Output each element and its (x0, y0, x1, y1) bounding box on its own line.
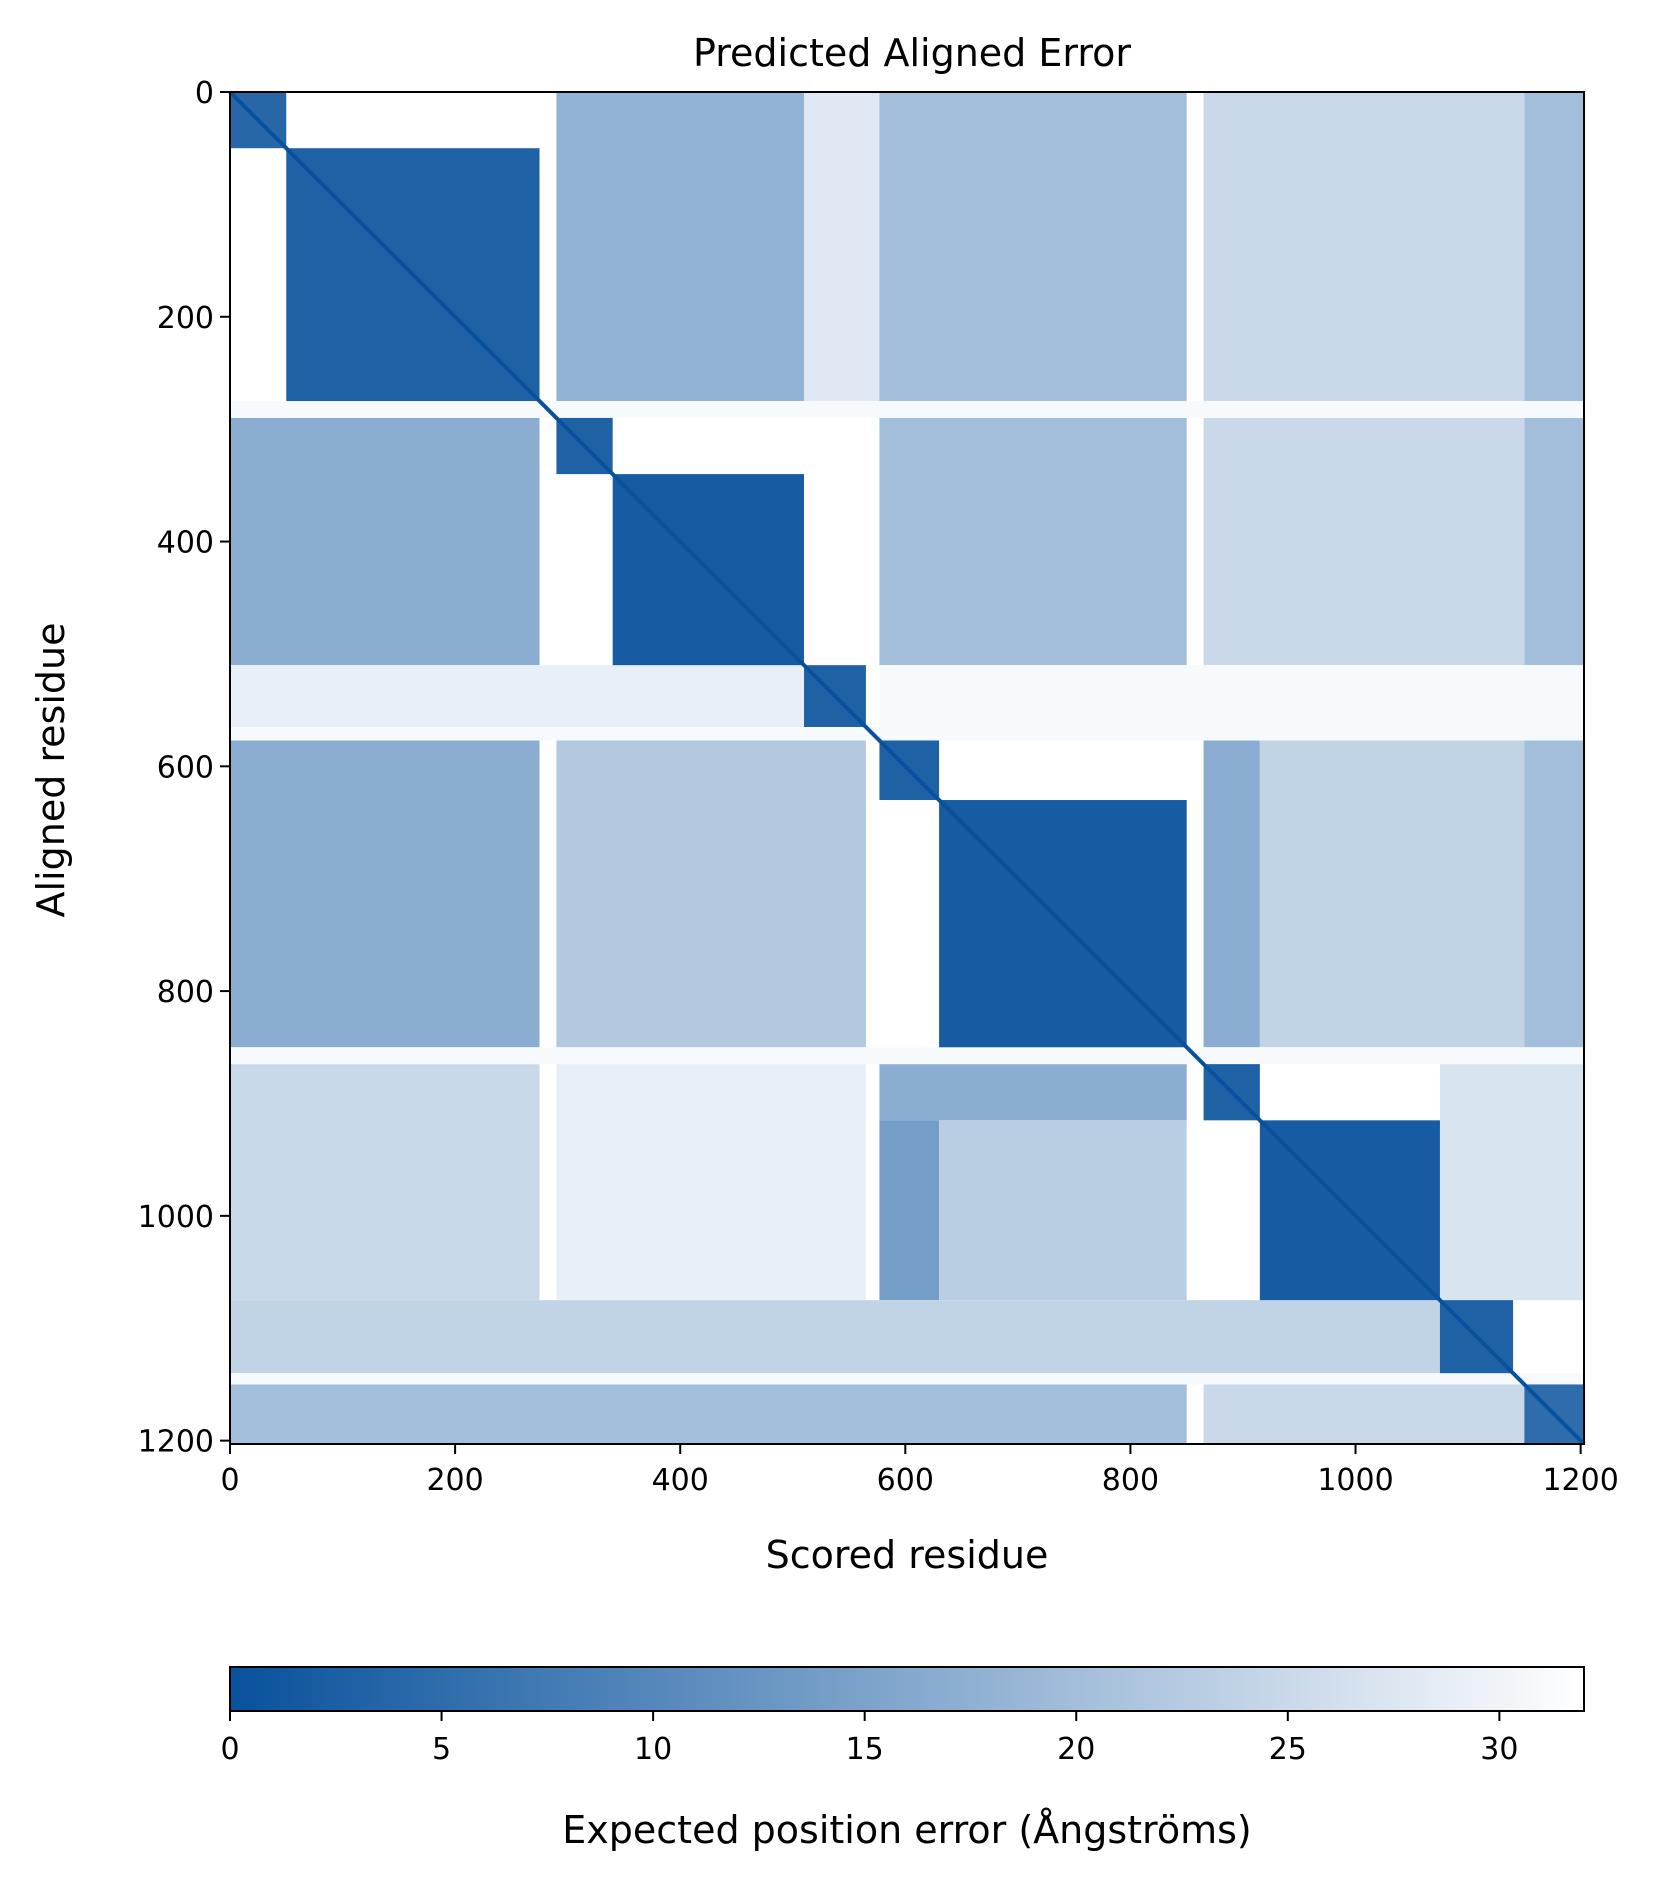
y-axis-ticks: 0 200 400 600 800 1000 1200 (138, 76, 230, 1460)
heatmap-cell-block-15 (1524, 740, 1584, 1048)
x-axis-ticks: 0 200 400 600 800 1000 1200 (220, 1444, 1619, 1498)
heatmap-gap-row-1 (230, 726, 1584, 741)
x-tick-label: 800 (1102, 1463, 1159, 1498)
chart-title: Predicted Aligned Error (693, 31, 1131, 75)
heatmap-cell-block-23 (230, 1384, 1187, 1444)
heatmap-cell-block-22 (230, 1300, 1440, 1374)
heatmap-cell-block-10 (879, 665, 1584, 727)
colorbar-tick-label: 0 (220, 1732, 239, 1767)
heatmap-cell-block-1 (804, 92, 880, 402)
heatmap-cell-block-13 (1203, 740, 1260, 1048)
heatmap-cell-block-3 (1203, 92, 1525, 402)
y-tick-label: 0 (195, 76, 214, 111)
colorbar-label: Expected position error (Ångströms) (562, 1808, 1251, 1852)
colorbar-tick-label: 10 (634, 1732, 672, 1767)
heatmap-cell-block-20 (939, 1120, 1187, 1301)
colorbar-tick-label: 30 (1480, 1732, 1518, 1767)
colorbar-tick-label: 15 (846, 1732, 884, 1767)
heatmap-cell-block-21 (1439, 1064, 1584, 1301)
heatmap-cell-block-9 (230, 665, 805, 727)
heatmap-diagonal (228, 90, 1586, 1446)
y-axis-label: Aligned residue (29, 622, 73, 917)
colorbar-ticks: 0 5 10 15 20 25 30 (220, 1711, 1518, 1767)
heatmap-cell-block-18 (879, 1064, 1187, 1121)
heatmap-cell-block-2 (879, 92, 1187, 402)
heatmap-cell-block-19 (879, 1120, 940, 1301)
plot-frame (229, 91, 1585, 1445)
x-tick-label: 400 (652, 1463, 709, 1498)
heatmap-gap-row-3 (230, 1373, 1584, 1385)
heatmap-cell-block-8 (1524, 417, 1584, 666)
colorbar-tick-label: 25 (1269, 1732, 1307, 1767)
heatmap-cell-block-11 (230, 740, 540, 1048)
heatmap-cell-block-17 (556, 1064, 866, 1301)
heatmap-gap-row-0 (230, 401, 1584, 418)
y-tick-label: 800 (157, 975, 214, 1010)
x-tick-label: 1000 (1317, 1463, 1393, 1498)
heatmap-cell-block-6 (879, 417, 1187, 666)
x-tick-label: 200 (426, 1463, 483, 1498)
heatmap-cell-block-7 (1203, 417, 1525, 666)
colorbar-tick-label: 5 (432, 1732, 451, 1767)
heatmap-cell-block-24 (1203, 1384, 1525, 1444)
heatmap-cell-block-16 (230, 1064, 540, 1301)
y-tick-label: 1000 (138, 1200, 214, 1235)
x-axis-label: Scored residue (766, 1533, 1049, 1577)
colorbar (229, 1666, 1585, 1712)
y-tick-label: 400 (157, 526, 214, 561)
heatmap-cell-block-0 (556, 92, 805, 402)
heatmap-cell-block-12 (556, 740, 866, 1048)
y-tick-label: 200 (157, 301, 214, 336)
heatmap-cell-block-5 (230, 417, 540, 666)
heatmap-gap-row-2 (230, 1047, 1584, 1065)
colorbar-tick-label: 20 (1057, 1732, 1095, 1767)
y-tick-label: 600 (157, 750, 214, 785)
heatmap-cell-block-4 (1524, 92, 1584, 402)
x-tick-label: 1200 (1542, 1463, 1618, 1498)
x-tick-label: 0 (220, 1463, 239, 1498)
heatmap-cell-block-14 (1259, 740, 1525, 1048)
heatmap (228, 90, 1586, 1446)
y-tick-label: 1200 (138, 1425, 214, 1460)
x-tick-label: 600 (877, 1463, 934, 1498)
